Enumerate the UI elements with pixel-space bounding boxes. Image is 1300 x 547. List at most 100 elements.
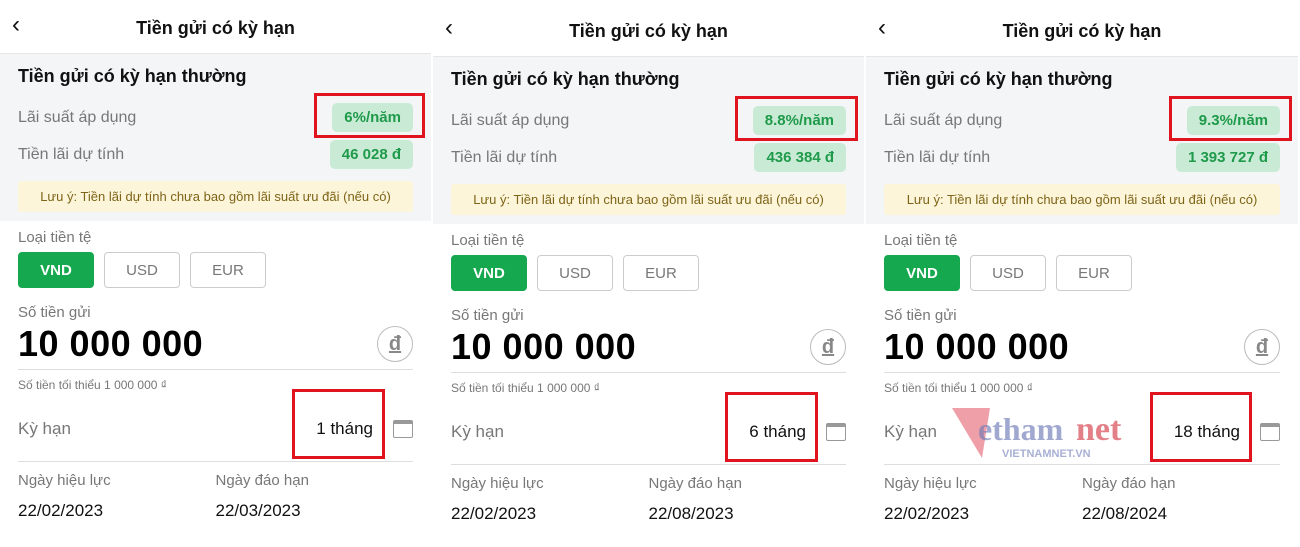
amount-field[interactable]: 10 000 000 đ bbox=[451, 326, 846, 373]
note: Lưu ý: Tiền lãi dự tính chưa bao gồm lãi… bbox=[451, 184, 846, 215]
form-section: Loại tiền tệ VND USD EUR Số tiền gửi 10 00… bbox=[0, 221, 431, 521]
amount-value[interactable]: 10 000 000 bbox=[884, 326, 1070, 367]
rate-badge: 6%/năm bbox=[314, 93, 425, 138]
currency-selector: VND USD EUR bbox=[18, 252, 413, 288]
term-text: 18 tháng bbox=[1173, 421, 1240, 441]
calendar-icon[interactable] bbox=[1260, 422, 1280, 441]
rate-row: Lãi suất áp dụng 9.3%/năm bbox=[884, 96, 1292, 141]
rate-label: Lãi suất áp dụng bbox=[884, 111, 1003, 129]
term-selector[interactable]: Kỳ hạn 1 tháng bbox=[18, 388, 413, 462]
summary-section: Tiền gửi có kỳ hạn thường Lãi suất áp dụ… bbox=[433, 57, 864, 224]
rate-row: Lãi suất áp dụng 6%/năm bbox=[18, 93, 425, 138]
min-amount-note: Số tiền tối thiểu 1 000 000 ₫ bbox=[884, 381, 1033, 395]
note: Lưu ý: Tiền lãi dự tính chưa bao gồm lãi… bbox=[18, 181, 413, 212]
amount-value[interactable]: 10 000 000 bbox=[18, 323, 204, 364]
term-value[interactable]: 18 tháng bbox=[1149, 391, 1252, 462]
calendar-icon[interactable] bbox=[826, 422, 846, 441]
end-date-label: Ngày đáo hạn bbox=[648, 475, 742, 492]
dong-currency-icon: đ bbox=[810, 329, 846, 365]
amount-field[interactable]: 10 000 000 đ bbox=[18, 323, 413, 370]
header: ‹ Tiền gửi có kỳ hạn bbox=[866, 0, 1298, 57]
term-selector[interactable]: Kỳ hạn 6 tháng bbox=[451, 391, 846, 465]
term-label: Kỳ hạn bbox=[884, 421, 937, 441]
term-text: 6 tháng bbox=[749, 421, 806, 441]
amount-field[interactable]: 10 000 000 đ bbox=[884, 326, 1280, 373]
amount-label: Số tiền gửi bbox=[884, 307, 957, 324]
interest-label: Tiền lãi dự tính bbox=[18, 145, 125, 163]
start-date-label: Ngày hiệu lực bbox=[18, 472, 111, 489]
section-title: Tiền gửi có kỳ hạn thường bbox=[884, 69, 1113, 89]
term-label: Kỳ hạn bbox=[451, 421, 504, 441]
currency-usd-button[interactable]: USD bbox=[970, 255, 1046, 291]
amount-value[interactable]: 10 000 000 bbox=[451, 326, 637, 367]
back-arrow-icon[interactable]: ‹ bbox=[878, 14, 886, 41]
amount-label: Số tiền gửi bbox=[451, 307, 524, 324]
end-date-label: Ngày đáo hạn bbox=[1082, 475, 1176, 492]
back-arrow-icon[interactable]: ‹ bbox=[445, 14, 453, 41]
currency-selector: VND USD EUR bbox=[451, 255, 846, 291]
section-title: Tiền gửi có kỳ hạn thường bbox=[451, 69, 680, 89]
page-title: Tiền gửi có kỳ hạn bbox=[569, 20, 728, 41]
interest-badge: 1 393 727 đ bbox=[1175, 143, 1280, 172]
term-value[interactable]: 1 tháng bbox=[292, 388, 385, 459]
start-date-label: Ngày hiệu lực bbox=[884, 475, 977, 492]
currency-label: Loại tiền tệ bbox=[884, 232, 958, 249]
end-date: 22/08/2023 bbox=[648, 504, 734, 523]
note: Lưu ý: Tiền lãi dự tính chưa bao gồm lãi… bbox=[884, 184, 1280, 215]
amount-label: Số tiền gửi bbox=[18, 304, 91, 321]
currency-eur-button[interactable]: EUR bbox=[1056, 255, 1132, 291]
page-title: Tiền gửi có kỳ hạn bbox=[1002, 20, 1162, 41]
min-amount-note: Số tiền tối thiểu 1 000 000 ₫ bbox=[18, 378, 167, 392]
interest-label: Tiền lãi dự tính bbox=[451, 148, 558, 166]
currency-label: Loại tiền tệ bbox=[451, 232, 525, 249]
currency-vnd-button[interactable]: VND bbox=[451, 255, 527, 291]
back-arrow-icon[interactable]: ‹ bbox=[12, 11, 20, 38]
rate-value: 9.3%/năm bbox=[1198, 112, 1268, 129]
page-title: Tiền gửi có kỳ hạn bbox=[136, 17, 295, 38]
term-value[interactable]: 6 tháng bbox=[725, 391, 818, 462]
term-label: Kỳ hạn bbox=[18, 418, 71, 438]
dong-currency-icon: đ bbox=[377, 326, 413, 362]
currency-usd-button[interactable]: USD bbox=[537, 255, 613, 291]
rate-row: Lãi suất áp dụng 8.8%/năm bbox=[451, 96, 858, 141]
currency-eur-button[interactable]: EUR bbox=[190, 252, 266, 288]
summary-section: Tiền gửi có kỳ hạn thường Lãi suất áp dụ… bbox=[0, 54, 431, 221]
end-date-label: Ngày đáo hạn bbox=[215, 472, 309, 489]
interest-label: Tiền lãi dự tính bbox=[884, 148, 991, 166]
interest-badge: 436 384 đ bbox=[754, 143, 846, 172]
rate-value: 8.8%/năm bbox=[764, 112, 834, 129]
interest-row: Tiền lãi dự tính 1 393 727 đ bbox=[884, 139, 1280, 176]
header: ‹ Tiền gửi có kỳ hạn bbox=[433, 0, 864, 57]
start-date: 22/02/2023 bbox=[884, 504, 970, 523]
start-date-label: Ngày hiệu lực bbox=[451, 475, 544, 492]
interest-row: Tiền lãi dự tính 46 028 đ bbox=[18, 136, 413, 173]
currency-vnd-button[interactable]: VND bbox=[884, 255, 960, 291]
deposit-screen: ‹ Tiền gửi có kỳ hạn Tiền gửi có kỳ hạn … bbox=[433, 0, 866, 547]
interest-badge: 46 028 đ bbox=[329, 140, 413, 169]
rate-value: 6%/năm bbox=[344, 109, 401, 126]
term-text: 1 tháng bbox=[316, 418, 373, 438]
dates-row: Ngày hiệu lực 22/02/2023 Ngày đáo hạn 22/0… bbox=[884, 465, 1280, 524]
rate-badge: 8.8%/năm bbox=[734, 96, 858, 141]
dong-currency-icon: đ bbox=[1244, 329, 1280, 365]
form-section: Loại tiền tệ VND USD EUR Số tiền gửi 10 00… bbox=[866, 224, 1298, 524]
summary-section: Tiền gửi có kỳ hạn thường Lãi suất áp dụ… bbox=[866, 57, 1298, 224]
currency-eur-button[interactable]: EUR bbox=[623, 255, 699, 291]
start-date: 22/02/2023 bbox=[18, 501, 104, 520]
term-selector[interactable]: Kỳ hạn 18 tháng bbox=[884, 391, 1280, 465]
end-date: 22/03/2023 bbox=[215, 501, 301, 520]
section-title: Tiền gửi có kỳ hạn thường bbox=[18, 66, 247, 86]
end-date: 22/08/2024 bbox=[1082, 504, 1168, 523]
currency-vnd-button[interactable]: VND bbox=[18, 252, 94, 288]
currency-usd-button[interactable]: USD bbox=[104, 252, 180, 288]
dates-row: Ngày hiệu lực 22/02/2023 Ngày đáo hạn 22/0… bbox=[451, 465, 846, 524]
currency-label: Loại tiền tệ bbox=[18, 229, 92, 246]
header: ‹ Tiền gửi có kỳ hạn bbox=[0, 0, 431, 54]
calendar-icon[interactable] bbox=[393, 419, 413, 438]
start-date: 22/02/2023 bbox=[451, 504, 537, 523]
deposit-screen: ‹ Tiền gửi có kỳ hạn Tiền gửi có kỳ hạn … bbox=[866, 0, 1300, 547]
rate-badge: 9.3%/năm bbox=[1168, 96, 1292, 141]
interest-row: Tiền lãi dự tính 436 384 đ bbox=[451, 139, 846, 176]
rate-label: Lãi suất áp dụng bbox=[18, 108, 137, 126]
